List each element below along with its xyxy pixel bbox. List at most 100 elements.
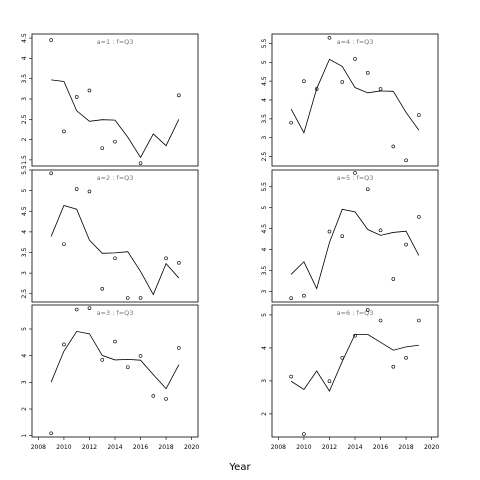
- observed-point: [327, 379, 332, 384]
- panel-frame: [31, 304, 199, 438]
- x-tick-label: 2014: [347, 444, 362, 451]
- x-tick-label: 2012: [322, 444, 337, 451]
- observed-point: [340, 355, 345, 360]
- fitted-line: [290, 333, 419, 392]
- observed-point: [289, 374, 293, 379]
- y-tick-label: 3.5: [21, 248, 28, 258]
- panel-frame: [31, 169, 199, 303]
- y-tick-label: 2.5: [261, 152, 268, 162]
- y-tick-label: 4.5: [21, 206, 28, 216]
- panel-title: a=6 : f=Q3: [337, 309, 374, 317]
- y-tick-label: 2.5: [21, 114, 28, 124]
- panel-title: a=1 : f=Q3: [97, 38, 134, 46]
- observed-point: [87, 306, 92, 311]
- observed-point: [289, 296, 293, 301]
- y-tick-label: 5: [21, 189, 28, 193]
- observed-point: [62, 342, 66, 347]
- y-tick-label: 2: [261, 412, 268, 416]
- y-tick-label: 5.5: [21, 165, 28, 175]
- y-tick-label: 3.5: [21, 74, 28, 84]
- observed-point: [353, 57, 357, 61]
- y-tick-label: 3: [261, 136, 268, 140]
- observed-point: [164, 397, 168, 401]
- observed-point: [417, 113, 421, 117]
- panel-title: a=2 : f=Q3: [97, 174, 134, 182]
- observed-point: [404, 158, 408, 163]
- x-tick-label: 2016: [133, 444, 148, 451]
- observed-point: [100, 286, 105, 291]
- y-tick-label: 3: [21, 271, 28, 275]
- observed-point: [340, 234, 345, 239]
- y-tick-label: 3: [261, 379, 268, 383]
- observed-point: [74, 187, 79, 191]
- panel-5: a=3 : f=Q3 1 2 3 4 5 2008 2010 2012 2014 2016 2018 2…: [21, 304, 199, 451]
- x-tick-label: 2020: [424, 444, 439, 451]
- observed-point: [417, 215, 421, 219]
- y-tick-label: 4.5: [261, 76, 268, 86]
- observed-point: [49, 171, 53, 176]
- observed-point: [100, 146, 105, 150]
- observed-point: [151, 394, 156, 398]
- observed-point: [391, 364, 396, 369]
- observed-point: [365, 187, 370, 192]
- observed-point: [353, 333, 357, 338]
- x-tick-label: 2008: [31, 444, 46, 451]
- y-tick-label: 3: [21, 380, 28, 384]
- observed-point: [125, 365, 130, 369]
- y-tick-label: 3.5: [261, 266, 268, 276]
- observed-point: [113, 139, 117, 144]
- panel-title: a=4 : f=Q3: [337, 38, 374, 46]
- x-tick-label: 2014: [107, 444, 122, 451]
- observed-point: [378, 318, 383, 323]
- y-tick-label: 4: [21, 56, 28, 60]
- y-tick-label: 5: [261, 313, 268, 317]
- observed-point: [365, 71, 370, 75]
- x-tick-label: 2012: [82, 444, 97, 451]
- panel-frame: [271, 304, 439, 438]
- y-tick-label: 4: [261, 248, 268, 252]
- observed-point: [353, 171, 357, 175]
- y-tick-label: 2.5: [21, 289, 28, 299]
- panel-3: a=2 : f=Q3 2.5 3 3.5 4 4.5 5 5.5: [21, 165, 199, 303]
- x-tick-label: 2008: [271, 444, 286, 451]
- fitted-line: [51, 79, 180, 159]
- y-tick-label: 2: [21, 138, 28, 142]
- observed-point: [100, 358, 105, 362]
- y-tick-label: 1.5: [21, 155, 28, 165]
- panel-6: a=6 : f=Q3 2 3 4 5 2008 2010 2012 2014 2016 2018 20…: [261, 304, 439, 451]
- observed-point: [138, 354, 143, 358]
- y-tick-label: 4: [21, 230, 28, 234]
- observed-point: [62, 129, 66, 134]
- y-tick-label: 4.5: [21, 33, 28, 43]
- y-tick-label: 3: [21, 97, 28, 101]
- y-tick-label: 3: [261, 289, 268, 293]
- y-tick-label: 2: [21, 407, 28, 411]
- panel-frame: [31, 33, 199, 167]
- observed-point: [113, 256, 117, 261]
- fitted-line: [50, 204, 180, 296]
- observed-point: [302, 293, 306, 298]
- observed-point: [302, 79, 306, 83]
- x-tick-label: 2010: [56, 444, 71, 451]
- panel-1: a=1 : f=Q3 1.5 2 2.5 3 3.5 4 4.5: [21, 33, 199, 167]
- y-tick-label: 5.5: [261, 38, 268, 48]
- observed-point: [177, 346, 181, 350]
- x-tick-label: 2020: [184, 444, 199, 451]
- fitted-line: [290, 208, 420, 290]
- y-tick-label: 4: [261, 346, 268, 350]
- panel-title: a=5 : f=Q3: [337, 174, 374, 182]
- observed-point: [289, 120, 293, 125]
- observed-point: [391, 277, 396, 281]
- observed-point: [365, 308, 370, 312]
- panels-layer: a=1 : f=Q3 1.5 2 2.5 3 3.5 4 4.5 a=4 : f=Q3 2.5 3 3…: [21, 33, 439, 451]
- y-tick-label: 4.5: [261, 224, 268, 234]
- y-tick-label: 5: [261, 206, 268, 210]
- observed-point: [417, 318, 421, 323]
- fitted-line: [290, 58, 420, 134]
- x-tick-label: 2018: [158, 444, 173, 451]
- observed-point: [404, 355, 408, 360]
- observed-point: [138, 296, 143, 300]
- x-tick-label: 2018: [398, 444, 413, 451]
- panel-4: a=5 : f=Q3 3 3.5 4 4.5 5 5.5: [261, 169, 439, 303]
